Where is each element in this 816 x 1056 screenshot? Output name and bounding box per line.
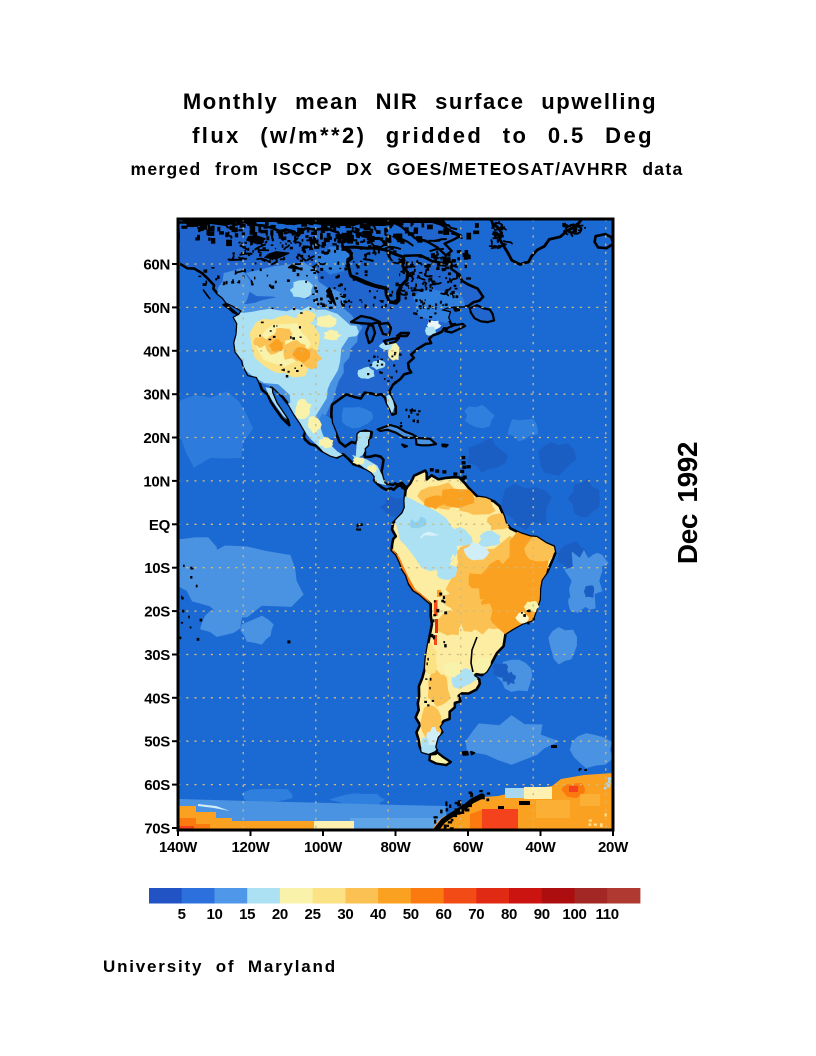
svg-text:5: 5 (178, 906, 186, 923)
svg-text:110: 110 (596, 906, 619, 923)
svg-text:University of Maryland: University of Maryland (103, 957, 337, 976)
svg-text:70S: 70S (144, 821, 170, 838)
svg-text:30N: 30N (143, 387, 170, 404)
svg-text:20N: 20N (143, 430, 170, 447)
svg-text:40S: 40S (144, 690, 170, 707)
svg-text:10: 10 (206, 906, 222, 923)
svg-text:60: 60 (436, 906, 452, 923)
svg-text:60N: 60N (143, 257, 170, 274)
svg-text:80W: 80W (381, 839, 412, 856)
svg-text:50N: 50N (143, 300, 170, 317)
svg-text:40W: 40W (526, 839, 557, 856)
svg-text:120W: 120W (232, 839, 271, 856)
svg-text:50S: 50S (144, 734, 170, 751)
svg-text:30S: 30S (144, 647, 170, 664)
svg-text:merged from ISCCP DX GOES/METE: merged from ISCCP DX GOES/METEOSAT/AVHRR… (130, 159, 683, 179)
svg-text:20: 20 (272, 906, 288, 923)
svg-text:90: 90 (534, 906, 550, 923)
svg-text:25: 25 (305, 906, 321, 923)
svg-text:70: 70 (468, 906, 484, 923)
svg-text:10S: 10S (144, 560, 170, 577)
svg-text:10N: 10N (143, 473, 170, 490)
svg-text:Monthly mean NIR surface upwel: Monthly mean NIR surface upwelling (183, 89, 657, 114)
svg-text:15: 15 (239, 906, 255, 923)
svg-text:30: 30 (337, 906, 353, 923)
svg-text:60W: 60W (453, 839, 484, 856)
svg-text:20W: 20W (598, 839, 629, 856)
svg-text:60S: 60S (144, 777, 170, 794)
svg-text:20S: 20S (144, 604, 170, 621)
svg-text:flux (w/m**2) gridded to 0.5 D: flux (w/m**2) gridded to 0.5 Deg (192, 123, 654, 148)
svg-text:80: 80 (501, 906, 517, 923)
svg-text:40: 40 (370, 906, 386, 923)
svg-text:40N: 40N (143, 343, 170, 360)
svg-text:50: 50 (403, 906, 419, 923)
svg-text:100: 100 (562, 906, 586, 923)
svg-text:140W: 140W (159, 839, 198, 856)
svg-text:100W: 100W (304, 839, 343, 856)
svg-text:Dec 1992: Dec 1992 (672, 442, 703, 564)
svg-text:EQ: EQ (149, 517, 171, 534)
